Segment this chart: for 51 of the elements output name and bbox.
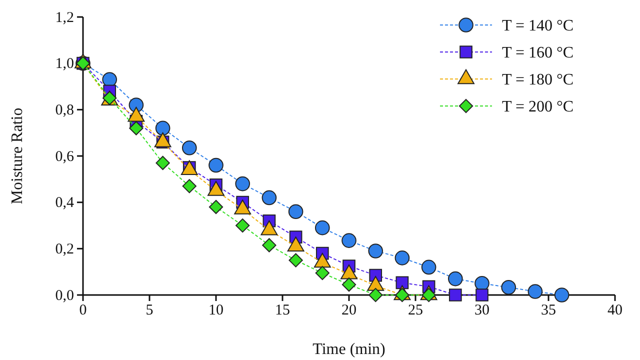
y-tick-label: 1,2 <box>55 10 74 26</box>
point <box>528 284 543 299</box>
point <box>315 266 330 280</box>
x-tick-label: 5 <box>146 302 154 319</box>
point <box>314 220 330 236</box>
point <box>288 204 304 219</box>
point <box>129 121 144 136</box>
x-tick-label: 40 <box>608 302 622 319</box>
point <box>102 72 118 87</box>
point <box>262 238 276 252</box>
x-tick-label: 10 <box>208 302 224 319</box>
point <box>421 260 436 275</box>
point <box>394 250 410 266</box>
point <box>368 288 383 302</box>
point <box>342 233 356 248</box>
x-tick-label: 25 <box>408 302 423 319</box>
point <box>448 271 463 286</box>
point <box>501 280 516 295</box>
y-tick-label: 1,0 <box>55 56 74 72</box>
point <box>235 176 250 192</box>
x-tick-label: 15 <box>275 302 290 319</box>
x-tick-label: 20 <box>342 302 356 319</box>
point <box>262 190 277 206</box>
point <box>554 288 570 302</box>
point <box>208 200 224 214</box>
point <box>155 120 170 136</box>
y-tick-label: 0,6 <box>55 148 74 165</box>
legend-label: T = 200 °C <box>502 98 574 116</box>
y-tick-label: 0,8 <box>55 102 74 118</box>
point <box>208 158 224 173</box>
y-tick-label: 0,2 <box>55 241 74 258</box>
point <box>288 253 303 268</box>
x-tick-label: 35 <box>541 302 556 319</box>
point <box>342 278 356 292</box>
point <box>448 288 462 302</box>
legend-label: T = 160 °C <box>502 44 574 62</box>
legend-label: T = 180 °C <box>502 72 574 89</box>
point <box>156 156 170 170</box>
x-tick-label: 30 <box>474 302 490 319</box>
x-tick-label: 0 <box>79 302 87 319</box>
legend-label: T = 140 °C <box>502 18 574 35</box>
point <box>474 276 490 291</box>
x-axis-title: Time (min) <box>312 341 386 358</box>
point <box>236 218 250 233</box>
point <box>476 288 488 302</box>
point <box>182 179 196 194</box>
y-tick-label: 0,0 <box>55 288 74 304</box>
point <box>368 244 384 258</box>
point <box>182 140 197 156</box>
y-axis-title: Moisture Ratio <box>9 108 26 204</box>
y-tick-label: 0,4 <box>55 195 74 212</box>
